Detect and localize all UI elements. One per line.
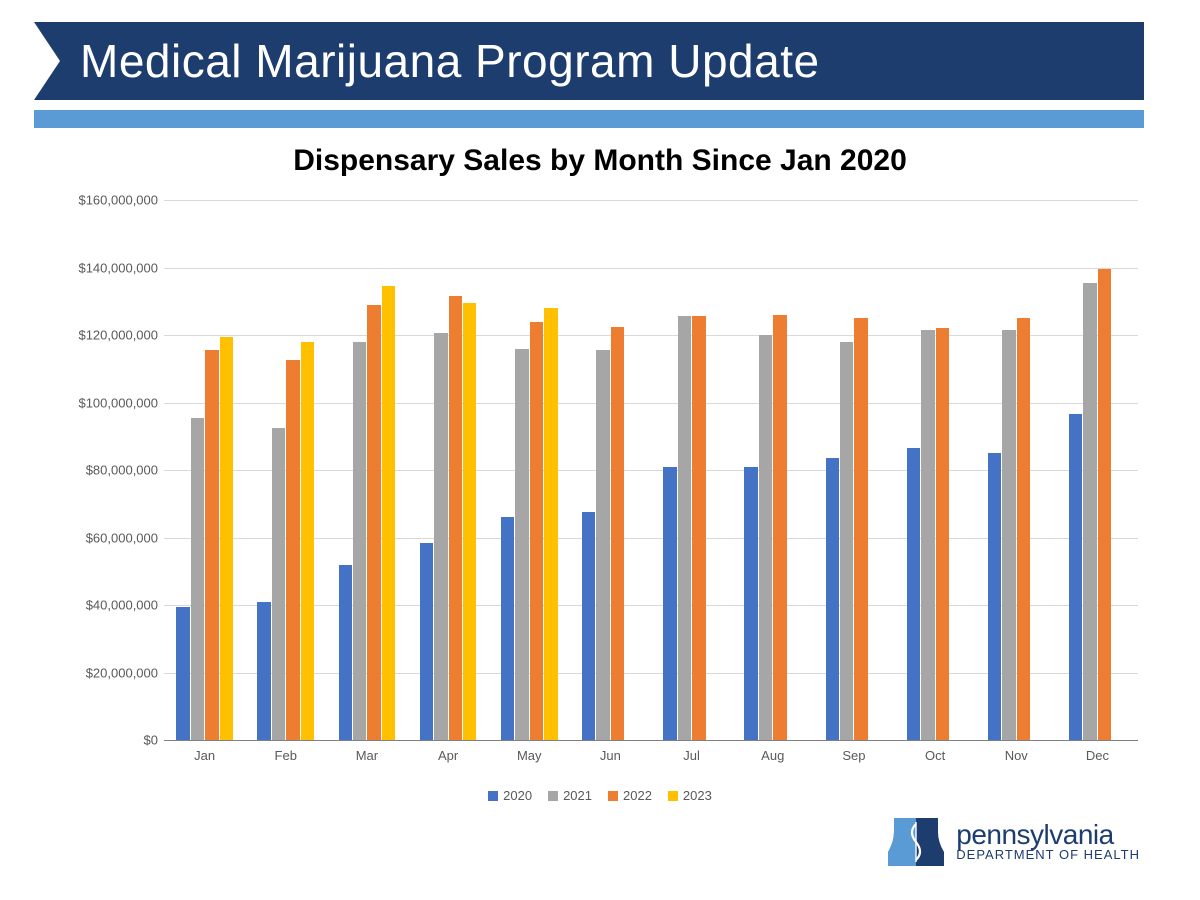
bar-2020-Jul [663, 467, 676, 740]
bar-2022-Jul [692, 316, 705, 740]
x-axis-label: May [489, 748, 569, 763]
bar-2021-Dec [1083, 283, 1096, 740]
bar-2020-Feb [257, 602, 270, 740]
legend-item-2022: 2022 [608, 788, 652, 803]
x-axis-label: Mar [327, 748, 407, 763]
footer-org-main: pennsylvania [956, 822, 1140, 847]
bar-2020-Aug [744, 467, 757, 740]
chart-legend: 2020 2021 2022 2023 [0, 788, 1200, 804]
y-axis-label: $20,000,000 [54, 665, 158, 680]
legend-item-2020: 2020 [488, 788, 532, 803]
x-axis-label: Feb [246, 748, 326, 763]
bar-2022-May [530, 322, 543, 741]
legend-label: 2023 [683, 788, 712, 803]
chart-area: $0 $20,000,000 $40,000,000 $60,000,000 $80,0… [54, 200, 1138, 770]
keystone-icon [886, 812, 946, 872]
legend-item-2023: 2023 [668, 788, 712, 803]
chart-plot [164, 200, 1138, 740]
legend-swatch-icon [668, 791, 678, 801]
y-axis-label: $0 [54, 733, 158, 748]
x-axis-label: Oct [895, 748, 975, 763]
legend-label: 2021 [563, 788, 592, 803]
footer-text: pennsylvania DEPARTMENT OF HEALTH [956, 822, 1140, 862]
bar-2022-Apr [449, 296, 462, 740]
x-axis-label: Apr [408, 748, 488, 763]
bar-2020-Oct [907, 448, 920, 740]
bar-2022-Sep [854, 318, 867, 740]
bar-2023-Feb [301, 342, 314, 740]
bar-2021-Feb [272, 428, 285, 740]
bar-2021-Apr [434, 333, 447, 740]
footer-logo: pennsylvania DEPARTMENT OF HEALTH [886, 812, 1140, 872]
bar-2022-Oct [936, 328, 949, 740]
x-axis-label: Jul [652, 748, 732, 763]
legend-item-2021: 2021 [548, 788, 592, 803]
bar-2020-Sep [826, 458, 839, 740]
x-axis-label: Nov [976, 748, 1056, 763]
chart-baseline [164, 740, 1138, 741]
y-axis-label: $60,000,000 [54, 530, 158, 545]
bar-2021-Oct [921, 330, 934, 740]
chart-gridline [164, 268, 1138, 269]
y-axis-label: $100,000,000 [54, 395, 158, 410]
y-axis-label: $140,000,000 [54, 260, 158, 275]
bar-2022-Feb [286, 360, 299, 740]
y-axis-label: $80,000,000 [54, 463, 158, 478]
bar-2021-Jul [678, 316, 691, 740]
chart-gridline [164, 335, 1138, 336]
page-title: Medical Marijuana Program Update [80, 34, 820, 88]
bar-2023-Mar [382, 286, 395, 740]
bar-2022-Mar [367, 305, 380, 740]
bar-2023-Jan [220, 337, 233, 740]
bar-2020-Mar [339, 565, 352, 741]
bar-2021-Mar [353, 342, 366, 740]
bar-2021-Nov [1002, 330, 1015, 740]
bar-2020-Jun [582, 512, 595, 740]
bar-2020-Jan [176, 607, 189, 740]
bar-2022-Nov [1017, 318, 1030, 740]
bar-2021-Jan [191, 418, 204, 740]
chart-gridline [164, 200, 1138, 201]
bar-2021-May [515, 349, 528, 741]
bar-2021-Sep [840, 342, 853, 740]
x-axis-label: Jun [570, 748, 650, 763]
y-axis-label: $160,000,000 [54, 193, 158, 208]
legend-swatch-icon [608, 791, 618, 801]
legend-swatch-icon [488, 791, 498, 801]
bar-2020-May [501, 517, 514, 740]
chart-title: Dispensary Sales by Month Since Jan 2020 [0, 144, 1200, 178]
bar-2021-Jun [596, 350, 609, 740]
bar-2022-Dec [1098, 269, 1111, 740]
footer-org-sub: DEPARTMENT OF HEALTH [956, 847, 1140, 862]
x-axis-label: Dec [1057, 748, 1137, 763]
legend-swatch-icon [548, 791, 558, 801]
bar-2020-Nov [988, 453, 1001, 740]
bar-2022-Jan [205, 350, 218, 740]
title-banner: Medical Marijuana Program Update [34, 22, 1144, 100]
bar-2023-May [544, 308, 557, 740]
bar-2021-Aug [759, 335, 772, 740]
bar-2020-Apr [420, 543, 433, 740]
accent-bar [34, 110, 1144, 128]
bar-2020-Dec [1069, 414, 1082, 740]
x-axis-label: Jan [165, 748, 245, 763]
y-axis-label: $120,000,000 [54, 328, 158, 343]
bar-2023-Apr [463, 303, 476, 740]
x-axis-label: Sep [814, 748, 894, 763]
legend-label: 2020 [503, 788, 532, 803]
bar-2022-Aug [773, 315, 786, 740]
bar-2022-Jun [611, 327, 624, 740]
legend-label: 2022 [623, 788, 652, 803]
x-axis-label: Aug [733, 748, 813, 763]
y-axis-label: $40,000,000 [54, 598, 158, 613]
